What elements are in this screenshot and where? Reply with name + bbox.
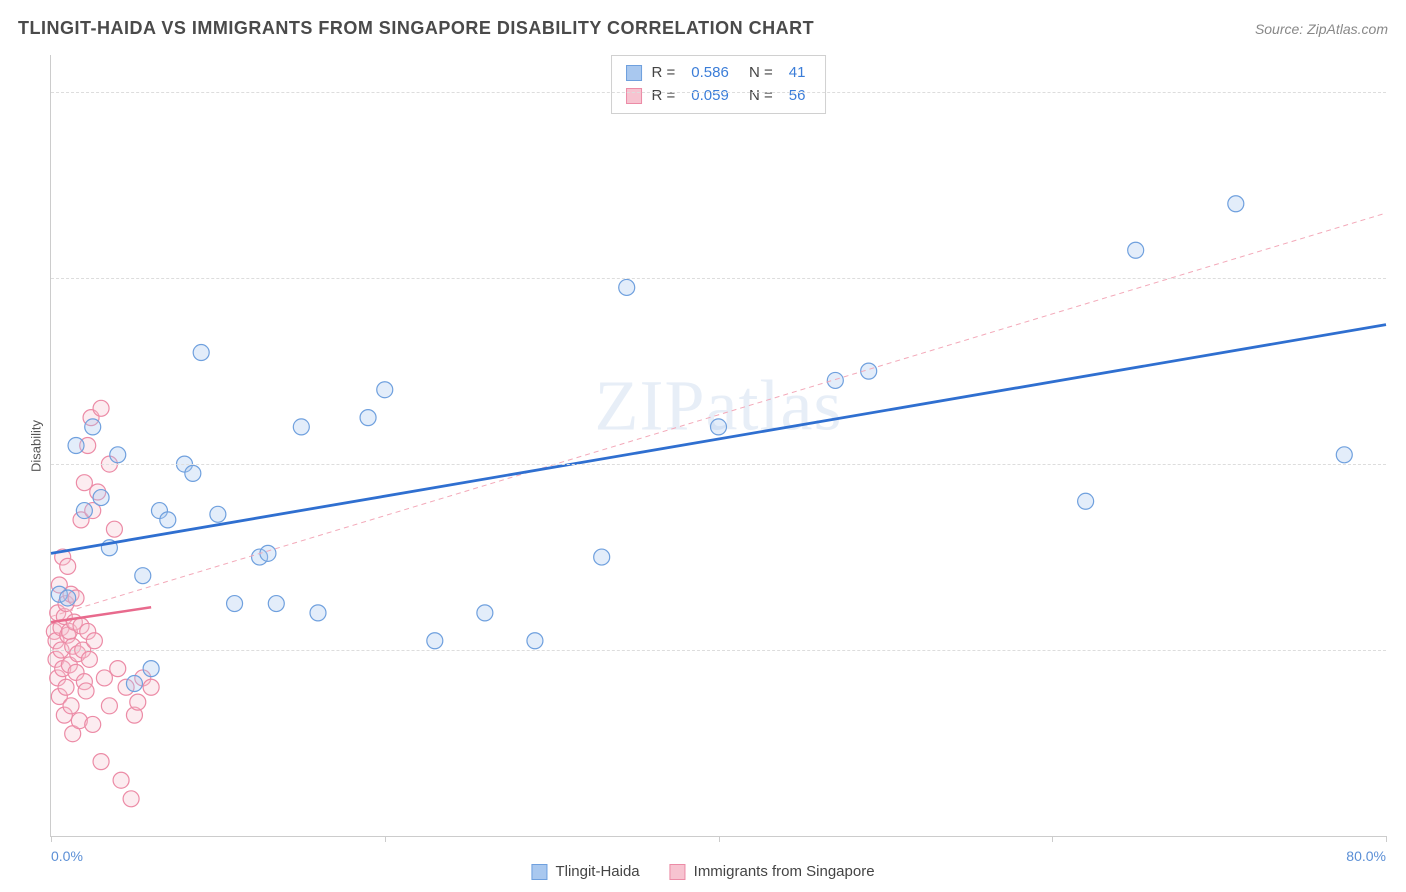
- data-point: [360, 410, 376, 426]
- stat-r-value: 0.586: [691, 62, 729, 85]
- trend-line: [51, 325, 1386, 554]
- data-point: [106, 521, 122, 537]
- data-point: [310, 605, 326, 621]
- data-point: [85, 716, 101, 732]
- x-tick-label: 0.0%: [51, 848, 83, 864]
- data-point: [210, 506, 226, 522]
- y-tick-label: 40.0%: [1391, 84, 1406, 100]
- data-point: [60, 590, 76, 606]
- gridline: [51, 464, 1386, 465]
- x-tick: [51, 836, 52, 842]
- data-point: [143, 679, 159, 695]
- gridline: [51, 92, 1386, 93]
- data-point: [60, 558, 76, 574]
- data-point: [1078, 493, 1094, 509]
- trend-line-dashed: [51, 213, 1386, 617]
- bottom-legend: Tlingit-Haida Immigrants from Singapore: [531, 863, 874, 880]
- gridline: [51, 650, 1386, 651]
- data-point: [81, 651, 97, 667]
- data-point: [1228, 196, 1244, 212]
- data-point: [123, 791, 139, 807]
- y-tick-label: 30.0%: [1391, 270, 1406, 286]
- x-tick-label: 80.0%: [1346, 848, 1386, 864]
- data-point: [110, 447, 126, 463]
- data-point: [827, 372, 843, 388]
- stat-r-label: R =: [652, 85, 676, 108]
- legend-item: Tlingit-Haida: [531, 863, 639, 880]
- data-point: [93, 490, 109, 506]
- data-point: [1128, 242, 1144, 258]
- data-point: [85, 419, 101, 435]
- legend-label: Tlingit-Haida: [555, 863, 639, 880]
- data-point: [63, 698, 79, 714]
- y-axis-label: Disability: [29, 420, 44, 472]
- legend-swatch: [531, 864, 547, 880]
- stat-n-value: 56: [789, 85, 806, 108]
- x-tick: [385, 836, 386, 842]
- data-point: [135, 568, 151, 584]
- source-attribution: Source: ZipAtlas.com: [1255, 21, 1388, 37]
- scatter-svg: [51, 55, 1386, 836]
- data-point: [477, 605, 493, 621]
- data-point: [227, 596, 243, 612]
- stat-n-label: N =: [745, 62, 773, 85]
- data-point: [113, 772, 129, 788]
- stat-row: R = 0.059 N = 56: [626, 85, 812, 108]
- legend-item: Immigrants from Singapore: [670, 863, 875, 880]
- y-tick-label: 10.0%: [1391, 642, 1406, 658]
- data-point: [268, 596, 284, 612]
- x-tick: [719, 836, 720, 842]
- stat-n-label: N =: [745, 85, 773, 108]
- legend-swatch: [626, 88, 642, 104]
- legend-label: Immigrants from Singapore: [694, 863, 875, 880]
- data-point: [143, 661, 159, 677]
- data-point: [1336, 447, 1352, 463]
- data-point: [68, 438, 84, 454]
- data-point: [78, 683, 94, 699]
- stat-n-value: 41: [789, 62, 806, 85]
- legend-swatch: [626, 65, 642, 81]
- data-point: [377, 382, 393, 398]
- data-point: [619, 279, 635, 295]
- data-point: [93, 400, 109, 416]
- data-point: [260, 545, 276, 561]
- data-point: [594, 549, 610, 565]
- data-point: [427, 633, 443, 649]
- data-point: [130, 694, 146, 710]
- data-point: [93, 754, 109, 770]
- data-point: [110, 661, 126, 677]
- data-point: [86, 633, 102, 649]
- y-tick-label: 20.0%: [1391, 456, 1406, 472]
- data-point: [185, 465, 201, 481]
- gridline: [51, 278, 1386, 279]
- stat-row: R = 0.586 N = 41: [626, 62, 812, 85]
- stat-r-value: 0.059: [691, 85, 729, 108]
- chart-title: TLINGIT-HAIDA VS IMMIGRANTS FROM SINGAPO…: [18, 18, 814, 39]
- data-point: [76, 503, 92, 519]
- data-point: [126, 676, 142, 692]
- data-point: [160, 512, 176, 528]
- data-point: [293, 419, 309, 435]
- data-point: [58, 679, 74, 695]
- plot-area: ZIPatlas R =0.586 N =41R =0.059 N =56 10…: [50, 55, 1386, 837]
- data-point: [711, 419, 727, 435]
- data-point: [193, 345, 209, 361]
- chart-header: TLINGIT-HAIDA VS IMMIGRANTS FROM SINGAPO…: [18, 18, 1388, 39]
- x-tick: [1052, 836, 1053, 842]
- x-tick: [1386, 836, 1387, 842]
- data-point: [527, 633, 543, 649]
- legend-swatch: [670, 864, 686, 880]
- data-point: [101, 698, 117, 714]
- stats-box: R = 0.586 N = 41 R = 0.059 N = 56: [611, 55, 827, 114]
- stat-r-label: R =: [652, 62, 676, 85]
